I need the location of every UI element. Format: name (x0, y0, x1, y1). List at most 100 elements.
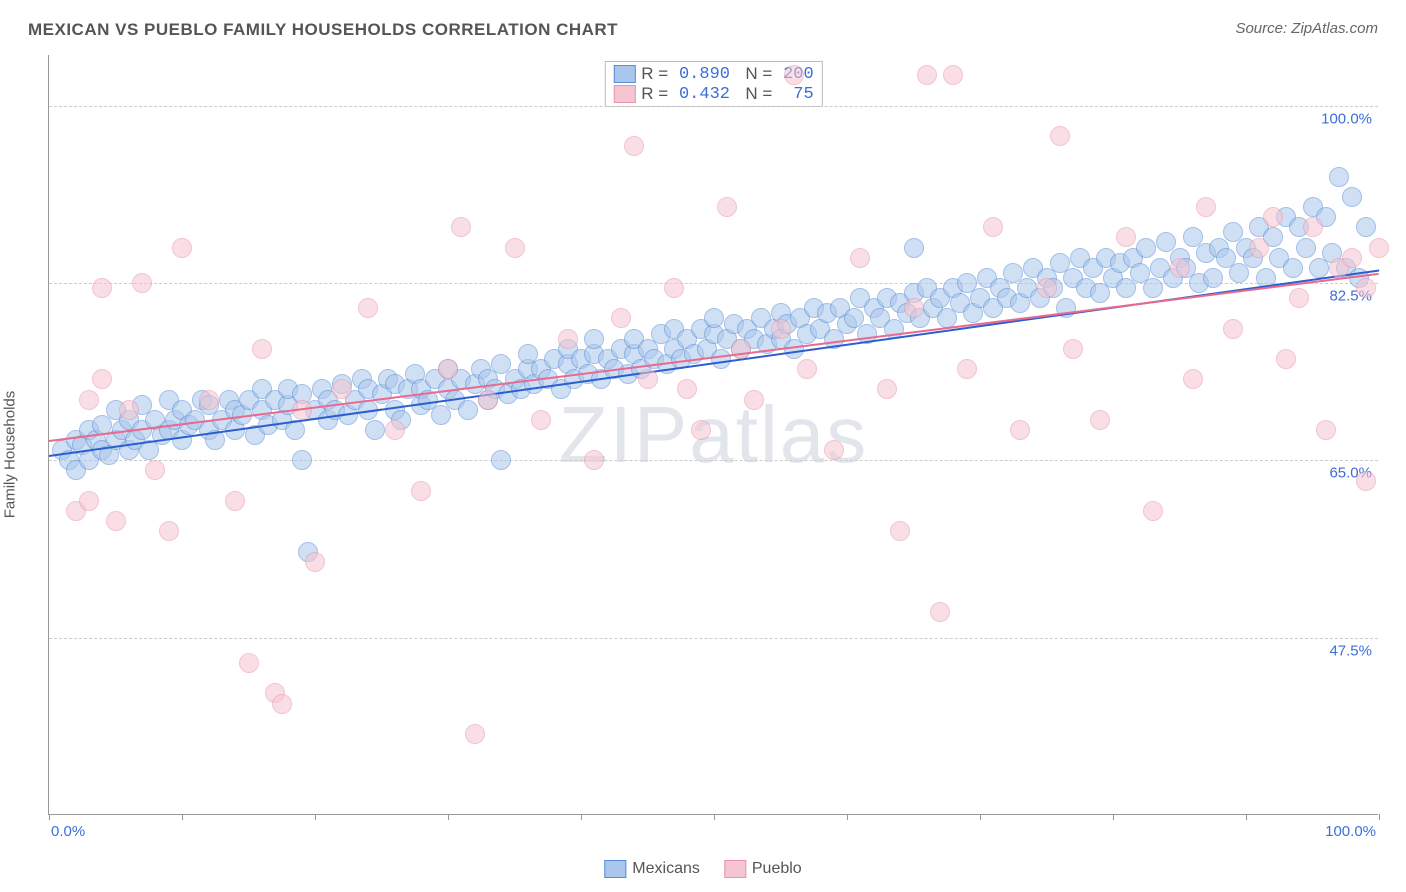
data-point (451, 217, 471, 237)
data-point (1303, 217, 1323, 237)
data-point (1369, 238, 1389, 258)
data-point (983, 217, 1003, 237)
data-point (1296, 238, 1316, 258)
data-point (239, 653, 259, 673)
data-point (465, 724, 485, 744)
trend-line (49, 273, 1379, 442)
data-point (784, 65, 804, 85)
x-tick (847, 814, 848, 820)
data-point (1263, 207, 1283, 227)
data-point (1063, 339, 1083, 359)
data-point (797, 359, 817, 379)
data-point (824, 440, 844, 460)
data-point (664, 278, 684, 298)
data-point (1223, 319, 1243, 339)
scatter-plot: ZIPatlas R = 0.890 N = 200R = 0.432 N = … (48, 55, 1378, 815)
data-point (79, 390, 99, 410)
data-point (1010, 420, 1030, 440)
stat-label: R = (641, 84, 673, 104)
legend-swatch (613, 65, 635, 83)
data-point (744, 390, 764, 410)
data-point (1316, 420, 1336, 440)
data-point (332, 379, 352, 399)
data-point (1342, 248, 1362, 268)
stat-n-value: 75 (783, 85, 814, 104)
stat-label: N = (736, 64, 777, 84)
x-tick (1246, 814, 1247, 820)
data-point (491, 450, 511, 470)
data-point (132, 273, 152, 293)
data-point (1249, 238, 1269, 258)
source-text: Source: ZipAtlas.com (1235, 20, 1378, 37)
data-point (624, 136, 644, 156)
data-point (365, 420, 385, 440)
watermark-text: ZIPatlas (559, 389, 868, 481)
chart-title: MEXICAN VS PUEBLO FAMILY HOUSEHOLDS CORR… (28, 20, 618, 40)
legend-label: Mexicans (632, 860, 700, 878)
data-point (272, 694, 292, 714)
data-point (119, 400, 139, 420)
data-point (172, 238, 192, 258)
data-point (1342, 187, 1362, 207)
data-point (1143, 501, 1163, 521)
data-point (438, 359, 458, 379)
data-point (411, 481, 431, 501)
x-tick (448, 814, 449, 820)
data-point (771, 319, 791, 339)
data-point (930, 602, 950, 622)
data-point (850, 248, 870, 268)
x-tick (980, 814, 981, 820)
data-point (1183, 369, 1203, 389)
data-point (1143, 278, 1163, 298)
data-point (717, 197, 737, 217)
data-point (638, 369, 658, 389)
data-point (1289, 288, 1309, 308)
stat-r-value: 0.432 (679, 85, 730, 104)
data-point (1356, 217, 1376, 237)
data-point (252, 339, 272, 359)
data-point (917, 65, 937, 85)
data-point (79, 491, 99, 511)
stat-label: N = (736, 84, 777, 104)
x-tick (581, 814, 582, 820)
data-point (458, 400, 478, 420)
y-axis-label: Family Households (2, 391, 19, 519)
data-point (1090, 410, 1110, 430)
stats-row: R = 0.432 N = 75 (613, 84, 813, 104)
data-point (1116, 227, 1136, 247)
gridline (49, 106, 1378, 107)
data-point (1276, 349, 1296, 369)
data-point (92, 369, 112, 389)
x-tick (315, 814, 316, 820)
y-tick-label: 47.5% (1329, 642, 1372, 659)
gridline (49, 460, 1378, 461)
legend-item: Mexicans (604, 860, 700, 878)
data-point (1329, 167, 1349, 187)
data-point (584, 450, 604, 470)
data-point (1136, 238, 1156, 258)
data-point (677, 379, 697, 399)
data-point (877, 379, 897, 399)
legend-swatch (724, 860, 746, 878)
x-tick (1113, 814, 1114, 820)
data-point (159, 521, 179, 541)
data-point (1283, 258, 1303, 278)
x-tick (182, 814, 183, 820)
data-point (1196, 197, 1216, 217)
legend-swatch (604, 860, 626, 878)
data-point (711, 349, 731, 369)
y-tick-label: 100.0% (1321, 110, 1372, 127)
data-point (1356, 471, 1376, 491)
data-point (691, 420, 711, 440)
data-point (92, 278, 112, 298)
data-point (199, 390, 219, 410)
gridline (49, 638, 1378, 639)
data-point (904, 298, 924, 318)
legend-swatch (613, 85, 635, 103)
data-point (904, 238, 924, 258)
data-point (957, 359, 977, 379)
legend-label: Pueblo (752, 860, 802, 878)
data-point (1203, 268, 1223, 288)
data-point (584, 329, 604, 349)
data-point (292, 450, 312, 470)
